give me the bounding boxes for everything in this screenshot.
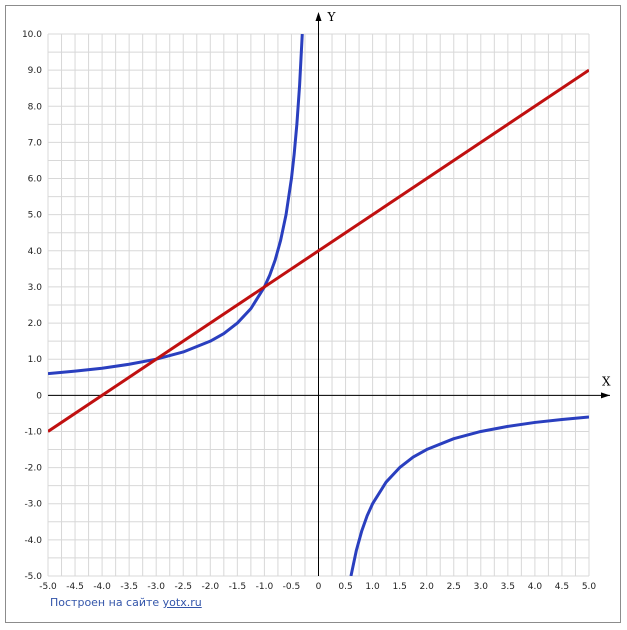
tick-labels: -5.0 -4.5 -4.0 -3.5 -3.0 -2.5 -2.0 -1.5 -1.0 -0.5… — [22, 30, 596, 592]
y-axis-label: Y — [327, 10, 337, 24]
y-tick-label: 5.0 — [28, 211, 43, 221]
x-tick-label: 0 — [316, 582, 322, 592]
y-tick-label: 1.0 — [28, 355, 43, 365]
series-group — [48, 34, 589, 576]
x-tick-label: 4.5 — [555, 582, 569, 592]
y-tick-label: 6.0 — [28, 175, 43, 185]
x-tick-label: 1.5 — [392, 582, 406, 592]
line-series — [48, 68, 589, 433]
x-tick-label: -1.5 — [229, 582, 247, 592]
x-tick-label: -3.5 — [120, 582, 138, 592]
hyperbola-left-branch — [48, 34, 304, 376]
x-tick-label: 2.5 — [447, 582, 461, 592]
axes — [48, 12, 610, 576]
x-tick-label: -4.0 — [93, 582, 111, 592]
credit-line: Построен на сайте yotx.ru — [50, 596, 202, 609]
x-tick-label: 4.0 — [528, 582, 543, 592]
y-tick-label: 8.0 — [28, 102, 43, 112]
y-tick-label: 10.0 — [22, 30, 42, 40]
y-tick-label: -5.0 — [24, 572, 42, 582]
hyperbola-right-branch — [349, 415, 589, 576]
y-tick-label: -2.0 — [24, 464, 42, 474]
x-axis-label: X — [602, 374, 611, 388]
x-tick-label: 1.0 — [365, 582, 380, 592]
y-tick-label: -4.0 — [24, 536, 42, 546]
x-tick-label: -5.0 — [39, 582, 57, 592]
y-tick-label: 4.0 — [28, 247, 43, 257]
x-tick-label: -1.0 — [256, 582, 274, 592]
x-tick-label: 5.0 — [582, 582, 597, 592]
credit-link[interactable]: yotx.ru — [162, 596, 202, 609]
x-tick-label: 0.5 — [338, 582, 352, 592]
x-tick-label: -3.0 — [147, 582, 165, 592]
x-tick-label: -4.5 — [66, 582, 84, 592]
y-tick-label: -1.0 — [24, 427, 42, 437]
y-tick-label: 2.0 — [28, 319, 43, 329]
credit-text: Построен на сайте — [50, 596, 160, 609]
y-tick-label: 9.0 — [28, 66, 43, 76]
y-tick-label: 3.0 — [28, 283, 43, 293]
chart-frame — [5, 5, 621, 623]
x-tick-label: -2.5 — [174, 582, 192, 592]
x-tick-label: 3.0 — [474, 582, 489, 592]
x-tick-label: 2.0 — [420, 582, 435, 592]
y-tick-label: 7.0 — [28, 138, 43, 148]
y-tick-label: 0 — [36, 391, 42, 401]
x-tick-label: 3.5 — [501, 582, 515, 592]
y-axis-arrow — [315, 12, 322, 21]
x-tick-label: -0.5 — [283, 582, 301, 592]
x-tick-label: -2.0 — [202, 582, 220, 592]
y-tick-label: -3.0 — [24, 500, 42, 510]
x-axis-arrow — [601, 392, 610, 399]
grid — [47, 33, 590, 577]
